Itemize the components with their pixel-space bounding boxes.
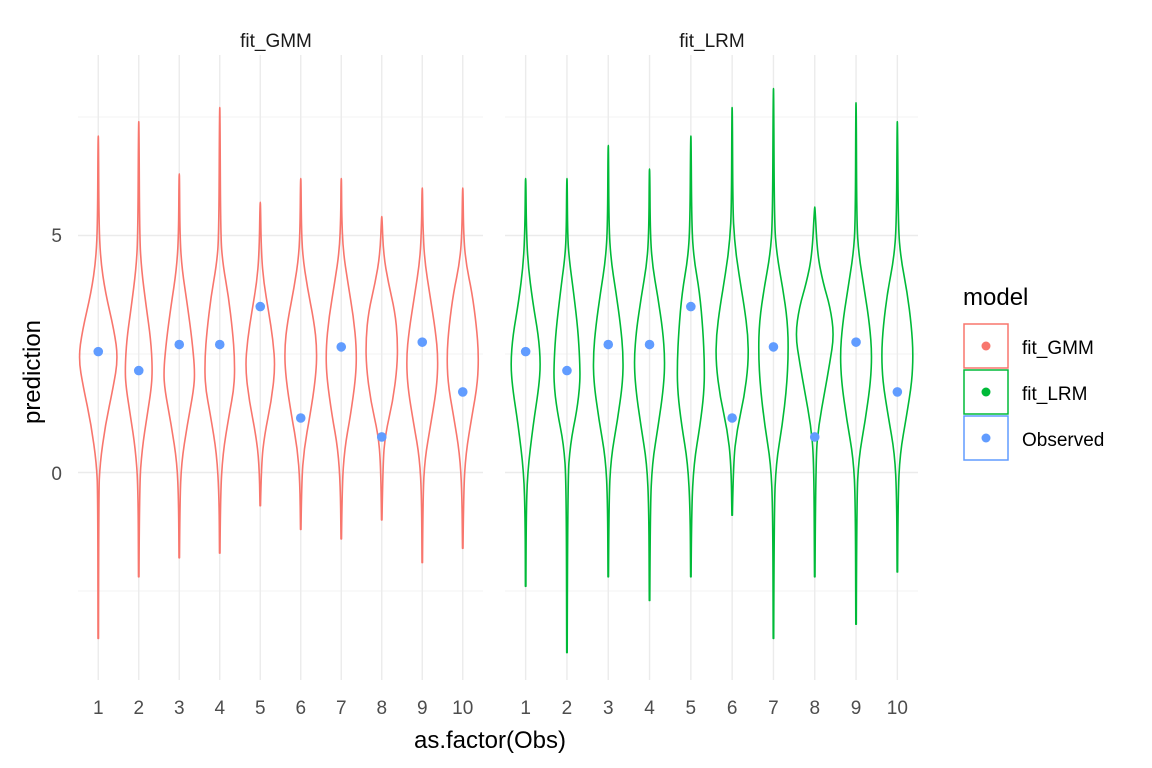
- observed-point-fit_GMM-9: [417, 337, 428, 347]
- violin-fit_LRM-3: [592, 144, 624, 578]
- legend-dot-observed: [981, 433, 991, 443]
- observed-point-fit_LRM-8: [809, 432, 820, 442]
- x-tick-label-fit_LRM-5: 5: [686, 698, 697, 719]
- observed-point-fit_GMM-4: [214, 339, 225, 350]
- panel-strip-fit-lrm: fit_LRM: [679, 31, 744, 52]
- x-tick-label-fit_GMM-4: 4: [214, 698, 225, 719]
- observed-point-fit_LRM-4: [644, 339, 655, 350]
- violin-fit_LRM-7: [757, 87, 789, 640]
- x-tick-label-fit_LRM-6: 6: [727, 698, 738, 719]
- x-tick-label-fit_LRM-10: 10: [887, 698, 908, 719]
- x-tick-label-fit_GMM-1: 1: [93, 698, 104, 719]
- legend-label-fit-lrm: fit_LRM: [1022, 384, 1087, 405]
- violin-fit_LRM-6: [715, 106, 750, 516]
- violin-fit_GMM-10: [446, 187, 480, 550]
- violin-fit_GMM-3: [163, 173, 196, 559]
- x-tick-label-fit_LRM-4: 4: [644, 698, 655, 719]
- observed-point-fit_LRM-6: [727, 413, 737, 423]
- violin-fit_LRM-9: [839, 102, 873, 625]
- legend-dot-fit-lrm: [981, 387, 991, 397]
- violin-fit_LRM-2: [553, 177, 581, 654]
- x-tick-label-fit_LRM-7: 7: [768, 698, 779, 719]
- violin-fit_GMM-6: [284, 177, 318, 531]
- observed-point-fit_LRM-3: [603, 339, 614, 350]
- violin-fit_GMM-8: [365, 215, 399, 521]
- violin-fit_GMM-7: [325, 177, 358, 540]
- x-tick-label-fit_GMM-9: 9: [417, 698, 428, 719]
- observed-point-fit_GMM-3: [174, 339, 185, 350]
- y-tick-label-5: 5: [51, 226, 62, 247]
- x-tick-label-fit_GMM-5: 5: [255, 698, 266, 719]
- observed-point-fit_LRM-10: [892, 387, 903, 397]
- violin-fit_LRM-8: [795, 206, 834, 578]
- violin-fit_GMM-2: [124, 120, 153, 578]
- legend-entry-observed[interactable]: Observed: [963, 415, 1104, 461]
- legend-dot-fit-gmm: [981, 341, 991, 351]
- panel-strip-fit-gmm: fit_GMM: [240, 31, 312, 52]
- x-tick-label-fit_GMM-2: 2: [133, 698, 144, 719]
- violin-fit_GMM-5: [245, 201, 276, 507]
- legend-label-fit-gmm: fit_GMM: [1022, 338, 1094, 359]
- x-tick-label-fit_LRM-2: 2: [562, 698, 573, 719]
- x-tick-label-fit_LRM-9: 9: [851, 698, 862, 719]
- observed-point-fit_GMM-1: [93, 346, 104, 357]
- observed-point-fit_GMM-2: [133, 365, 144, 376]
- violin-fit_GMM-1: [78, 135, 118, 640]
- x-tick-label-fit_GMM-6: 6: [295, 698, 306, 719]
- violin-fit_GMM-4: [204, 106, 236, 554]
- legend-title: model: [963, 284, 1028, 311]
- x-tick-label-fit_LRM-8: 8: [809, 698, 820, 719]
- observed-point-fit_LRM-2: [562, 365, 572, 376]
- observed-point-fit_GMM-8: [376, 432, 387, 442]
- y-axis-title: prediction: [19, 320, 46, 424]
- observed-point-fit_GMM-5: [255, 301, 266, 312]
- x-tick-label-fit_GMM-3: 3: [174, 698, 185, 719]
- x-tick-label-fit_LRM-1: 1: [520, 698, 531, 719]
- x-tick-label-fit_LRM-3: 3: [603, 698, 614, 719]
- axis-layer: fit_GMM fit_LRM 5 0 as.factor(Obs) predi…: [19, 31, 908, 754]
- legend-entry-fit-lrm[interactable]: fit_LRM: [963, 369, 1087, 415]
- observed-point-fit_GMM-7: [336, 342, 347, 352]
- violin-fit_LRM-4: [633, 168, 666, 602]
- x-tick-label-fit_GMM-7: 7: [336, 698, 347, 719]
- violin-fit_LRM-1: [510, 177, 541, 588]
- observed-points-layer: [93, 301, 903, 442]
- observed-point-fit_GMM-6: [295, 413, 306, 423]
- legend: model fit_GMM fit_LRM Observed: [963, 284, 1104, 461]
- observed-point-fit_LRM-1: [520, 346, 531, 357]
- legend-key-fit-lrm: [963, 369, 1009, 415]
- legend-label-observed: Observed: [1022, 430, 1104, 451]
- x-tick-label-fit_GMM-10: 10: [452, 698, 473, 719]
- observed-point-fit_GMM-10: [457, 387, 468, 397]
- observed-point-fit_LRM-7: [768, 342, 779, 352]
- violin-fit_LRM-5: [676, 135, 706, 578]
- observed-point-fit_LRM-9: [851, 337, 861, 347]
- violin-fit_LRM-10: [881, 120, 914, 573]
- x-tick-label-fit_GMM-8: 8: [376, 698, 387, 719]
- legend-entry-fit-gmm[interactable]: fit_GMM: [963, 323, 1094, 369]
- y-tick-label-0: 0: [51, 464, 62, 485]
- x-axis-title: as.factor(Obs): [414, 727, 566, 754]
- violin-fit_GMM-9: [406, 187, 439, 564]
- violin-layer: [78, 87, 914, 654]
- observed-point-fit_LRM-5: [686, 301, 696, 312]
